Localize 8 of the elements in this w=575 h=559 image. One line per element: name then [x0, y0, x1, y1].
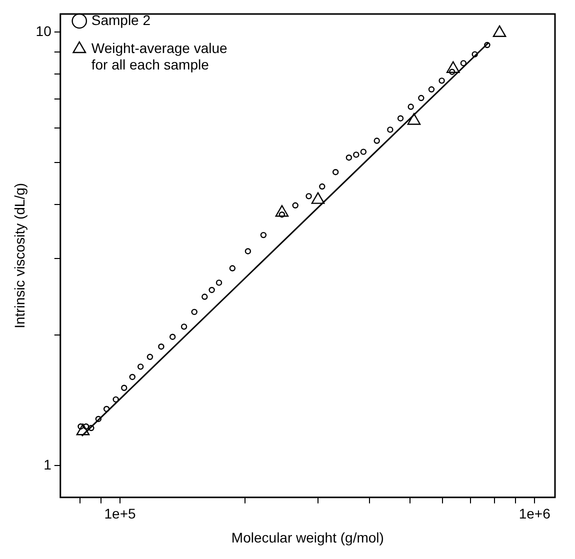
legend-label: Sample 2 [91, 12, 151, 28]
x-tick-label: 1e+6 [518, 506, 551, 522]
y-axis-title: Intrinsic viscosity (dL/g) [11, 182, 28, 328]
y-tick-label: 1 [44, 456, 52, 472]
x-tick-label: 1e+5 [104, 506, 136, 522]
legend-label: Weight-average value for all each sample [91, 40, 228, 73]
x-axis-title: Molecular weight (g/mol) [231, 529, 384, 546]
y-tick-label: 10 [36, 22, 52, 39]
